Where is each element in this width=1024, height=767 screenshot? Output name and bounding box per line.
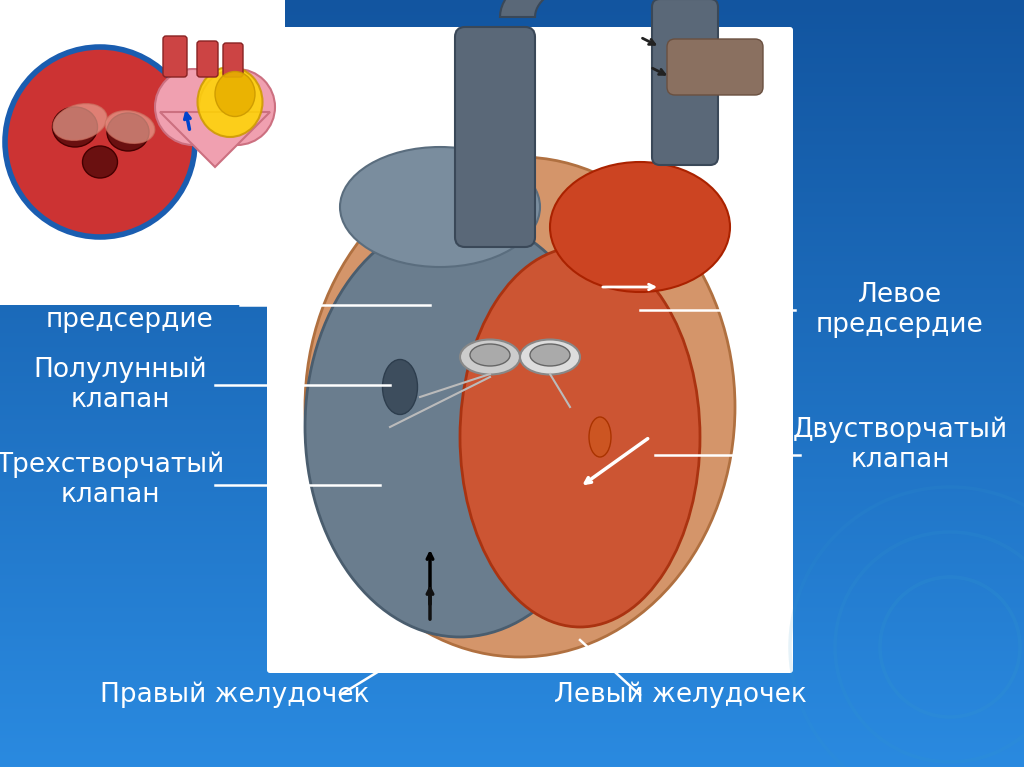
Ellipse shape	[215, 71, 255, 117]
Text: Левое
предсердие: Левое предсердие	[816, 282, 984, 338]
FancyBboxPatch shape	[267, 27, 793, 673]
Ellipse shape	[589, 417, 611, 457]
Ellipse shape	[460, 247, 700, 627]
Polygon shape	[160, 112, 270, 167]
Ellipse shape	[530, 344, 570, 366]
Ellipse shape	[105, 110, 155, 143]
Text: Правый желудочек: Правый желудочек	[100, 682, 370, 708]
Polygon shape	[500, 0, 700, 17]
FancyBboxPatch shape	[197, 41, 218, 77]
Text: Левый желудочек: Левый желудочек	[554, 682, 806, 708]
FancyBboxPatch shape	[0, 0, 285, 305]
Text: Трехстворчатый
клапан: Трехстворчатый клапан	[0, 452, 224, 509]
Text: Правое
предсердие: Правое предсердие	[46, 277, 214, 333]
Ellipse shape	[53, 104, 106, 140]
Ellipse shape	[470, 344, 510, 366]
Ellipse shape	[305, 217, 615, 637]
Text: Полулунный
клапан: Полулунный клапан	[33, 357, 207, 413]
Circle shape	[5, 47, 195, 237]
Ellipse shape	[106, 113, 150, 151]
FancyBboxPatch shape	[163, 36, 187, 77]
FancyBboxPatch shape	[667, 39, 763, 95]
Text: Двустворчатый
клапан: Двустворчатый клапан	[793, 416, 1008, 473]
FancyBboxPatch shape	[652, 0, 718, 165]
Ellipse shape	[52, 107, 97, 147]
FancyBboxPatch shape	[455, 27, 535, 247]
FancyBboxPatch shape	[223, 43, 243, 77]
Ellipse shape	[383, 360, 418, 414]
Ellipse shape	[198, 67, 262, 137]
Ellipse shape	[83, 146, 118, 178]
Ellipse shape	[550, 162, 730, 292]
Ellipse shape	[460, 340, 520, 374]
Circle shape	[155, 69, 231, 145]
Ellipse shape	[520, 340, 580, 374]
Ellipse shape	[340, 147, 540, 267]
Circle shape	[199, 69, 275, 145]
Ellipse shape	[305, 157, 735, 657]
